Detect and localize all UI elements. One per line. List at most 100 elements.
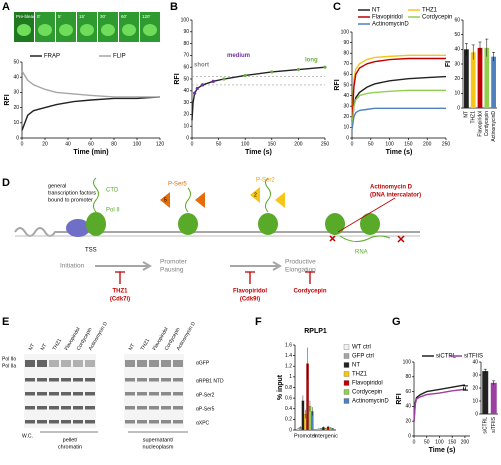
y-tick-label: 80 [183,41,189,47]
blot-band [49,420,59,424]
step-label: Elongation [285,267,316,274]
diagram-shapes [14,177,420,284]
legend-label: THZ1 [352,372,368,378]
legend-label: FRAP [44,54,60,60]
panel-label: D [2,177,10,189]
x-tick-label: 0 [413,439,416,445]
pol2-blob [325,213,345,235]
y-tick-label: 40 [472,359,478,365]
y-tick-label: 0 [186,135,189,141]
y-tick-label: 0 [408,433,411,439]
blot-band [85,378,95,382]
blot-band [25,378,35,382]
data-point [296,67,300,72]
y-tick-label: 1.6 [285,342,292,348]
panel-label: G [392,316,401,328]
axis-line [294,345,336,431]
data-point [243,73,247,78]
lane-label: THZ1 [140,338,152,352]
y-tick-label: 40 [183,88,189,94]
pol2-blob [258,213,278,235]
y-tick-label: 1.2 [285,364,292,370]
gtf-blob [66,219,90,237]
blot-band [137,406,147,410]
blot-band [85,420,95,424]
error-bar [485,38,489,57]
panel-label: E [2,316,9,328]
data-line [351,54,446,123]
x-tick-label: THZ1 [471,111,477,124]
y-tick-label: 50 [343,82,349,88]
y-tick-label: 90 [183,29,189,35]
y-tick-label: 0 [289,427,292,433]
blot-band [37,420,47,424]
step-label: Promoter [160,259,188,266]
fraction-label: pellet/ [63,437,78,443]
legend-label: ActinomycinD [352,399,389,405]
diagram-text: general [48,183,66,189]
y-tick-label: 30 [472,372,478,378]
blot-band [73,360,83,367]
step-arrow [95,261,283,271]
cell [59,24,73,36]
axis-line [351,32,446,139]
blot-band [73,392,83,396]
legend-label: FLIP [113,54,126,60]
legend-label: NT [372,8,380,14]
western-blot: NT NT THZ1 FlavopiridolCordycepinActinomyci… [2,321,224,451]
y-tick-label: 10 [183,124,189,130]
y-tick-label: 40 [405,404,411,410]
x-tick-label: 40 [65,141,71,147]
x-axis-label: Time (s) [245,149,272,156]
blot-band [173,378,183,382]
legend-label: GFP ctrl [352,354,374,360]
y-tick-label: 20 [405,419,411,425]
blot-band [73,406,83,410]
blot-band [25,392,35,396]
legend-label: WT ctrl [352,345,371,351]
ctd [185,187,191,213]
y-tick-label: 70 [183,53,189,59]
blot-band [125,420,135,424]
fraction-label: supernatant/ [143,437,174,443]
blot-band [37,406,47,410]
diagram-text: Pol II [106,208,120,214]
x-tick-label: 60 [88,141,94,147]
bar [464,49,469,108]
annotation: long [305,58,318,64]
data-point [323,65,327,69]
inhibition-bar [115,271,315,284]
y-tick-label: 30 [183,100,189,106]
blot-band [25,406,35,410]
diagram-text: CTD [106,188,119,194]
pol2-blob [86,212,106,236]
ctd [265,177,271,213]
blot-band [137,378,147,382]
diagram-text: P-Ser2 [256,178,275,184]
image-time-label: 120' [142,14,151,19]
legend-label: Cordycepin [352,390,382,396]
y-tick-label: 10 [472,398,478,404]
marker-number: 5 [164,197,167,203]
blot-band [73,378,83,382]
data-line [21,70,160,98]
legend-label: Cordycepin [422,15,452,21]
blot-band [161,406,171,410]
y-tick-label: 20 [454,76,460,82]
y-tick-label: 0 [475,411,478,417]
error-bar [464,43,468,56]
diagram-text: RNA [355,250,368,256]
blot-band [37,378,47,382]
legend-swatch [343,389,350,395]
axis-line [413,362,470,437]
marker-number: 2 [254,192,257,198]
legend-label: THZ1 [422,8,438,14]
blot-band [137,392,147,396]
blot-band [161,378,171,382]
blot-band [49,360,59,367]
y-tick-label: 40 [343,93,349,99]
y-tick-label: 0 [16,135,19,141]
x-tick-label: 200 [423,141,432,147]
pointer [337,197,396,233]
y-tick-label: 60 [454,17,460,23]
